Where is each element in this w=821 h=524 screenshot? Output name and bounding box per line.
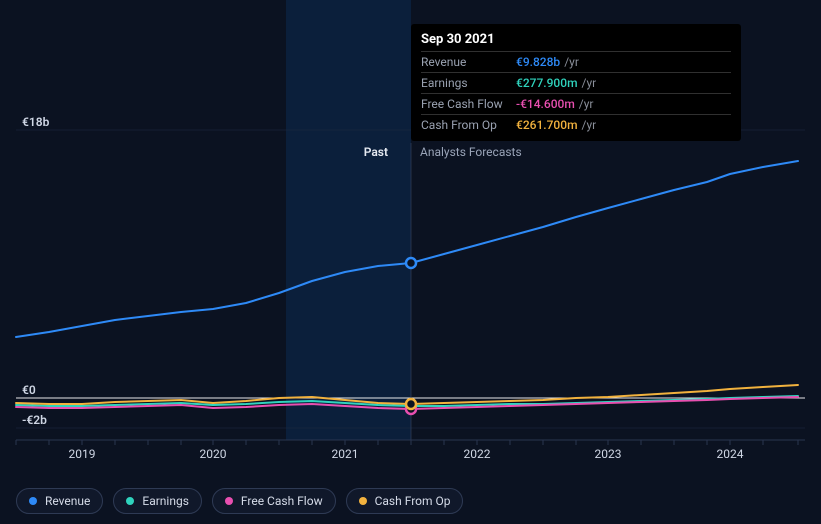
tooltip-row: Free Cash Flow-€14.600m/yr xyxy=(421,93,731,114)
legend-label: Earnings xyxy=(142,494,189,508)
x-axis-year-label: 2020 xyxy=(200,447,227,461)
legend-dot-icon xyxy=(126,497,134,505)
tooltip-metric-unit: /yr xyxy=(564,55,579,69)
y-axis-tick-label: €18b xyxy=(22,115,50,129)
legend-item[interactable]: Earnings xyxy=(113,488,202,514)
legend-label: Cash From Op xyxy=(375,494,451,508)
tooltip-metric-value: €261.700m xyxy=(516,118,578,132)
x-axis-year-label: 2024 xyxy=(717,447,744,461)
legend-label: Revenue xyxy=(45,494,90,508)
tooltip-metric-value: €277.900m xyxy=(516,76,578,90)
tooltip-metric-value: €9.828b xyxy=(516,55,560,69)
forecast-label: Analysts Forecasts xyxy=(420,145,522,159)
y-axis-tick-label: -€2b xyxy=(22,413,47,427)
legend-dot-icon xyxy=(29,497,37,505)
tooltip-row: Earnings€277.900m/yr xyxy=(421,72,731,93)
legend-dot-icon xyxy=(225,497,233,505)
financial-chart: €18b €0 -€2b 2019 2020 2021 2022 2023 2024 Past An… xyxy=(0,0,821,524)
legend-bar: Revenue Earnings Free Cash Flow Cash From O… xyxy=(16,488,463,514)
chart-tooltip: Sep 30 2021 Revenue€9.828b/yrEarnings€27… xyxy=(411,24,741,141)
tooltip-metric-unit: /yr xyxy=(582,76,597,90)
legend-dot-icon xyxy=(359,497,367,505)
legend-item[interactable]: Free Cash Flow xyxy=(212,488,336,514)
tooltip-metric-label: Revenue xyxy=(421,55,516,69)
tooltip-metric-label: Free Cash Flow xyxy=(421,97,516,111)
legend-item[interactable]: Cash From Op xyxy=(346,488,464,514)
tooltip-date: Sep 30 2021 xyxy=(421,32,731,47)
past-label: Past xyxy=(364,145,388,159)
x-axis-year-label: 2022 xyxy=(464,447,491,461)
tooltip-metric-label: Cash From Op xyxy=(421,118,516,132)
tooltip-metric-label: Earnings xyxy=(421,76,516,90)
tooltip-row: Cash From Op€261.700m/yr xyxy=(421,114,731,135)
tooltip-metric-unit: /yr xyxy=(579,97,594,111)
x-axis-year-label: 2021 xyxy=(332,447,359,461)
tooltip-metric-value: -€14.600m xyxy=(516,97,575,111)
legend-item[interactable]: Revenue xyxy=(16,488,103,514)
x-axis-year-label: 2019 xyxy=(69,447,96,461)
legend-label: Free Cash Flow xyxy=(241,494,323,508)
tooltip-row: Revenue€9.828b/yr xyxy=(421,51,731,72)
y-axis-tick-label: €0 xyxy=(22,383,36,397)
x-axis-year-label: 2023 xyxy=(595,447,622,461)
tooltip-metric-unit: /yr xyxy=(582,118,597,132)
